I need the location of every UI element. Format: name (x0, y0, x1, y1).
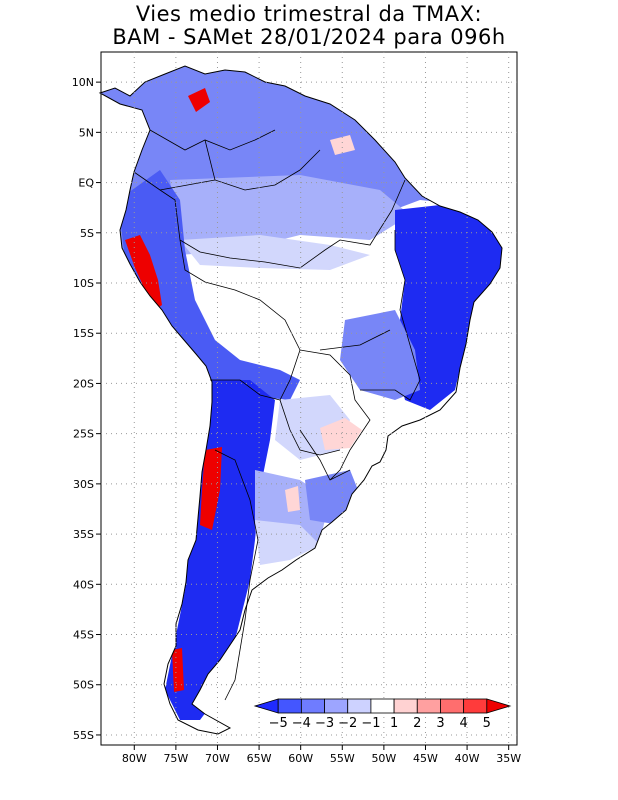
colorbar-swatch (463, 698, 488, 714)
colorbar-label: 4 (459, 716, 467, 731)
y-tick-label: 15S (73, 327, 94, 340)
bias-andes-blue (118, 170, 300, 400)
x-tick-label: 70W (205, 752, 230, 765)
graticule (101, 52, 517, 745)
x-tick-label: 75W (163, 752, 188, 765)
y-tick-label: 20S (73, 377, 94, 390)
map-title-line1: Vies medio trimestral da TMAX: (135, 2, 483, 26)
x-tick-label: 40W (455, 752, 480, 765)
colorbar-label: 1 (390, 716, 398, 731)
colorbar-label: 5 (483, 716, 491, 731)
y-tick-label: 10S (73, 277, 94, 290)
colorbar-label: −5 (269, 716, 288, 731)
colorbar-swatch (393, 698, 418, 714)
x-tick-label: 55W (330, 752, 355, 765)
bias-pink-arg (285, 486, 300, 512)
colorbar-swatch (370, 698, 395, 714)
colorbar-swatch (324, 698, 349, 714)
x-tick-label: 45W (413, 752, 438, 765)
map-title-line2: BAM - SAMet 28/01/2024 para 096h (112, 25, 506, 49)
colorbar-arrow-right (486, 698, 512, 714)
colorbar-swatch (347, 698, 372, 714)
axis-ticks: 80W 75W 70W 65W 60W 55W 50W 45W 40W 35W 10N 5N EQ 5S 1… (72, 76, 521, 765)
colorbar-label: −2 (338, 716, 357, 731)
colorbar: −5 −4 −3 −2 −1 1 2 3 4 5 (253, 698, 512, 731)
colorbar-label: 2 (413, 716, 421, 731)
x-tick-label: 65W (247, 752, 272, 765)
bias-south-light (255, 520, 320, 565)
y-tick-label: 5S (80, 227, 94, 240)
y-tick-label: 50S (73, 679, 94, 692)
bias-red-peru (125, 235, 162, 310)
y-tick-label: EQ (78, 177, 94, 190)
colorbar-label: −3 (315, 716, 334, 731)
colorbar-label: 3 (436, 716, 444, 731)
y-tick-label: 35S (73, 528, 94, 541)
y-tick-label: 55S (73, 729, 94, 742)
colorbar-swatch (300, 698, 325, 714)
coastline (98, 65, 503, 735)
y-tick-label: 5N (79, 126, 94, 139)
colorbar-swatch (416, 698, 441, 714)
colorbar-label: −4 (292, 716, 311, 731)
bias-northeast-blue (395, 205, 502, 410)
x-tick-label: 80W (122, 752, 147, 765)
bias-red-colombia (188, 88, 210, 112)
bias-north-light (180, 235, 370, 270)
bias-red-patag (172, 648, 184, 692)
bias-east-mid (340, 310, 420, 400)
bias-north-mid (170, 175, 410, 255)
colorbar-swatch (277, 698, 302, 714)
colorbar-label: −1 (361, 716, 380, 731)
x-tick-label: 60W (288, 752, 313, 765)
bias-red-chile (200, 447, 222, 530)
bias-south-blue (165, 380, 275, 720)
x-tick-label: 35W (496, 752, 521, 765)
y-tick-label: 25S (73, 428, 94, 441)
y-tick-label: 30S (73, 478, 94, 491)
y-tick-label: 40S (73, 578, 94, 591)
colorbar-swatch (440, 698, 465, 714)
bias-pink-ven (330, 135, 355, 155)
y-tick-label: 45S (73, 629, 94, 642)
country-borders (133, 129, 421, 701)
y-tick-label: 10N (72, 76, 94, 89)
x-tick-label: 50W (371, 752, 396, 765)
